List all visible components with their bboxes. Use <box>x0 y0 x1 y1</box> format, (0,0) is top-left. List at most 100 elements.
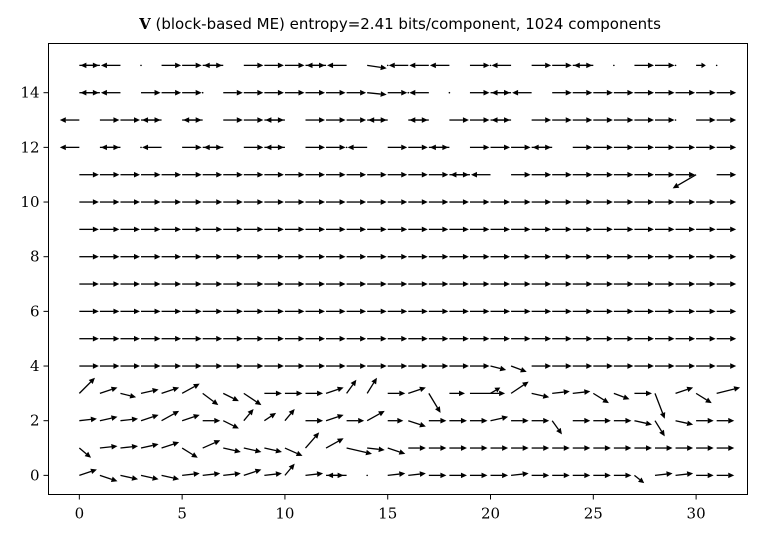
quiver-arrow <box>182 89 202 96</box>
quiver-arrow <box>654 89 675 96</box>
quiver-arrow <box>387 363 408 369</box>
quiver-arrow <box>99 199 120 205</box>
quiver-arrow <box>715 64 718 67</box>
quiver-arrow <box>243 447 262 454</box>
title-text: (block-based ME) entropy=2.41 bits/compo… <box>151 15 661 33</box>
quiver-arrow <box>79 468 97 476</box>
quiver-arrow <box>490 335 511 342</box>
quiver-arrow <box>654 117 675 123</box>
quiver-arrow <box>366 377 377 394</box>
quiver-arrow <box>120 416 139 423</box>
quiver-arrow <box>347 144 368 151</box>
quiver-arrow <box>572 171 593 178</box>
quiver-arrow <box>572 281 593 287</box>
quiver-arrow <box>449 199 469 205</box>
quiver-arrow <box>306 62 327 69</box>
quiver-arrow <box>531 308 552 315</box>
quiver-arrow <box>634 445 653 451</box>
quiver-arrow <box>675 226 696 233</box>
quiver-arrow <box>675 363 696 369</box>
quiver-arrow <box>674 119 677 121</box>
quiver-arrow <box>387 89 408 96</box>
quiver-arrow <box>675 386 694 394</box>
quiver-arrow <box>100 89 121 96</box>
quiver-arrow <box>387 471 406 477</box>
quiver-arrow <box>654 335 675 342</box>
quiver-arrow <box>552 253 572 260</box>
quiver-arrow <box>366 474 368 477</box>
quiver-arrow <box>79 281 99 287</box>
quiver-arrow <box>181 414 200 422</box>
quiver-arrow <box>469 308 490 315</box>
quiver-arrow <box>264 281 284 287</box>
quiver-arrow <box>408 253 428 260</box>
quiver-arrow <box>223 363 243 369</box>
quiver-arrow <box>593 417 611 424</box>
quiver-arrow <box>387 417 404 424</box>
quiver-arrow <box>512 89 532 96</box>
quiver-arrow <box>613 472 632 479</box>
quiver-arrow <box>510 381 529 394</box>
quiver-arrow <box>202 253 223 260</box>
quiver-arrow <box>531 226 552 233</box>
quiver-arrow <box>140 388 159 395</box>
quiver-arrow <box>552 171 572 178</box>
quiver-arrow <box>469 89 490 96</box>
quiver-arrow <box>716 363 737 369</box>
quiver-arrow <box>428 335 449 342</box>
quiver-arrow <box>532 144 553 151</box>
quiver-arrow <box>264 471 282 477</box>
quiver-arrow <box>593 308 613 315</box>
quiver-arrow <box>366 410 385 422</box>
quiver-arrow <box>141 171 161 178</box>
quiver-arrow <box>613 281 634 287</box>
quiver-arrow <box>572 199 593 205</box>
quiver-arrow <box>654 363 675 369</box>
quiver-arrow <box>79 416 97 423</box>
quiver-arrow <box>469 281 490 287</box>
quiver-arrow <box>409 62 429 69</box>
quiver-arrow <box>613 417 632 424</box>
quiver-arrow <box>634 363 654 369</box>
quiver-arrow <box>387 308 408 315</box>
quiver-arrow <box>593 335 613 342</box>
quiver-arrow <box>78 447 92 458</box>
quiver-arrow <box>120 171 140 178</box>
quiver-arrow <box>181 383 200 394</box>
quiver-arrow <box>387 447 406 455</box>
quiver-arrow <box>552 308 572 315</box>
quiver-arrow <box>469 335 490 342</box>
quiver-arrow <box>264 390 282 397</box>
quiver-arrow <box>490 365 507 372</box>
quiver-arrow <box>634 89 654 96</box>
quiver-arrow <box>675 171 696 178</box>
quiver-arrow <box>326 281 346 287</box>
quiver-arrow <box>79 253 99 260</box>
quiver-arrow <box>531 392 550 399</box>
quiver-arrow <box>490 445 509 451</box>
y-axis: 0 2 4 6 8 10 12 14 <box>20 84 49 484</box>
quiver-arrow <box>572 389 591 395</box>
quiver-arrow <box>572 308 593 315</box>
quiver-arrow <box>675 144 696 151</box>
quiver-arrow <box>140 146 142 149</box>
quiver-arrow <box>367 226 387 233</box>
quiver-arrow <box>675 308 696 315</box>
quiver-arrow <box>490 226 511 233</box>
quiver-arrow <box>120 308 140 315</box>
quiver-arrow <box>654 62 675 69</box>
quiver-arrow <box>593 281 613 287</box>
quiver-arrow <box>593 199 613 205</box>
quiver-arrow <box>552 199 572 205</box>
quiver-arrow <box>572 226 593 233</box>
quiver-arrow <box>367 446 385 453</box>
quiver-arrow <box>572 89 593 96</box>
quiver-arrow <box>264 447 282 454</box>
quiver-arrow <box>593 363 613 369</box>
quiver-arrow <box>120 253 140 260</box>
quiver-arrow <box>142 144 162 151</box>
x-tick-label: 10 <box>275 505 294 523</box>
quiver-arrow <box>613 144 634 151</box>
quiver-arrow <box>264 253 284 260</box>
